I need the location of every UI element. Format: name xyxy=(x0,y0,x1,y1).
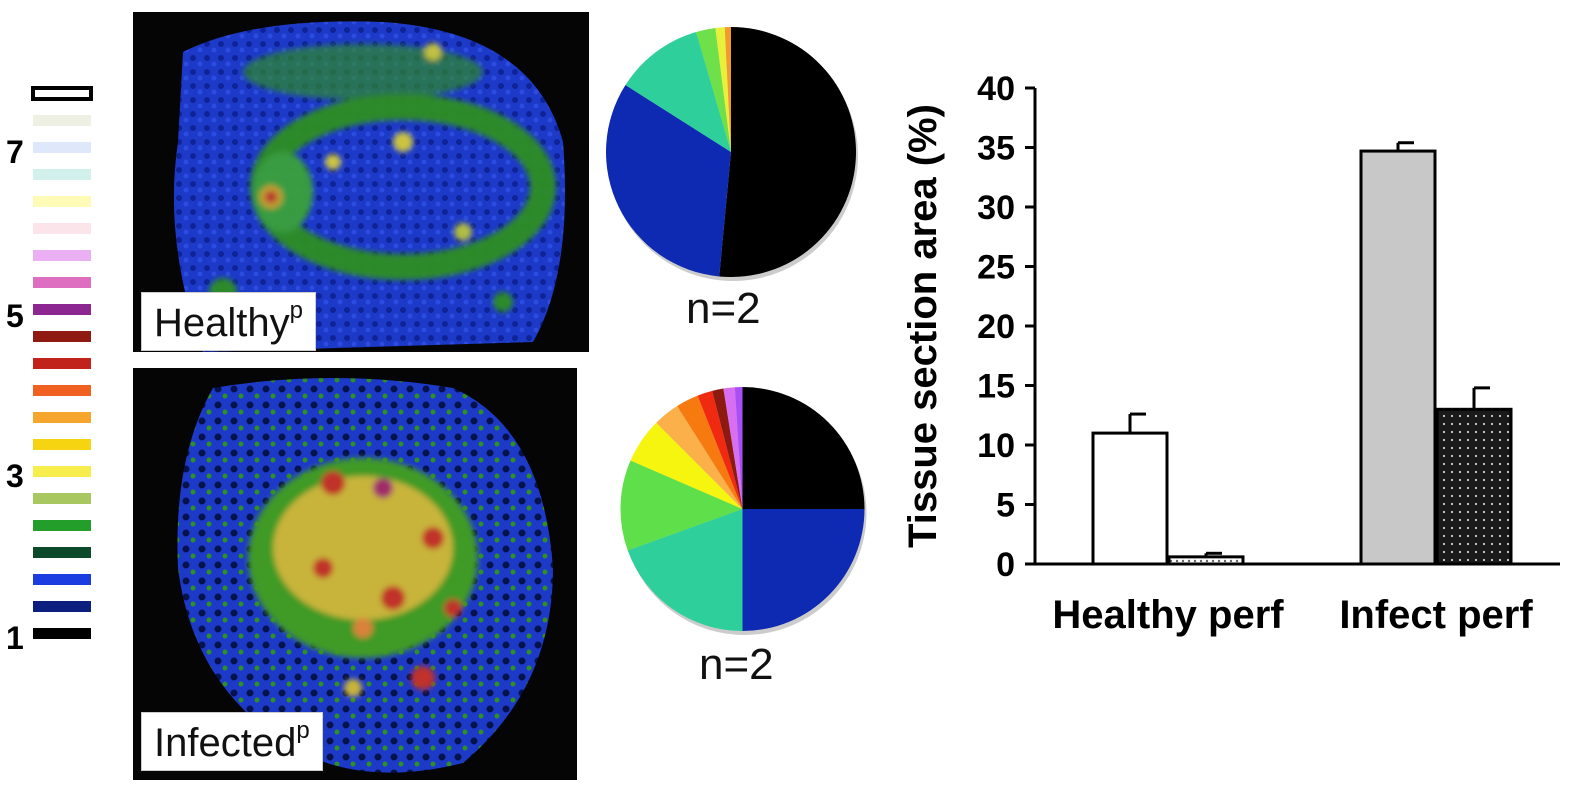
scale-label-1: 1 xyxy=(6,620,24,656)
scale-swatch xyxy=(33,358,91,369)
healthy-label-text: Healthy xyxy=(154,301,290,345)
pie-slice xyxy=(697,390,743,509)
scale-swatch xyxy=(33,196,91,207)
infected-heatmap-image xyxy=(133,368,577,780)
scale-swatch xyxy=(33,250,91,261)
scale-swatch xyxy=(33,520,91,531)
healthy-pie-n-label: n=2 xyxy=(686,284,761,333)
pie-slice xyxy=(734,387,743,509)
pie-slice xyxy=(605,85,731,277)
bar xyxy=(1435,407,1513,566)
y-axis-label: Tissue section area (%) xyxy=(901,104,945,548)
infected-label-superscript: p xyxy=(296,717,310,744)
scale-swatch xyxy=(33,412,91,423)
pie-slice xyxy=(677,395,743,509)
pie-slice xyxy=(656,405,743,509)
scale-swatch xyxy=(33,439,91,450)
scale-label-5: 5 xyxy=(6,298,24,334)
pie-slice xyxy=(742,387,865,509)
pie-slice xyxy=(715,27,731,152)
scale-label-7: 7 xyxy=(6,134,24,170)
healthy-panel-label: Healthyp xyxy=(141,292,316,351)
scale-swatch xyxy=(33,115,91,126)
pie-slice xyxy=(630,422,743,509)
pie-slice xyxy=(719,27,856,277)
pie-slice xyxy=(625,31,731,153)
scale-swatch xyxy=(33,601,91,612)
y-tick-label: 15 xyxy=(977,368,1015,406)
scale-swatch xyxy=(33,169,91,180)
y-tick-label: 5 xyxy=(996,487,1015,525)
y-tick-label: 40 xyxy=(977,70,1015,108)
y-tick-label: 25 xyxy=(977,249,1015,287)
infected-pie-chart xyxy=(620,387,867,635)
scale-swatch xyxy=(33,493,91,504)
y-tick-label: 10 xyxy=(977,427,1015,465)
scale-swatch xyxy=(33,574,91,585)
bar xyxy=(1091,431,1169,566)
healthy-label-superscript: p xyxy=(289,297,303,324)
x-category-label: Infect perf xyxy=(1339,593,1533,637)
healthy-pie-chart xyxy=(605,27,858,281)
infected-panel-label: Infectedp xyxy=(141,712,323,771)
infected-label-text: Infected xyxy=(154,721,297,765)
y-tick-label: 20 xyxy=(977,308,1015,346)
scale-swatch xyxy=(33,385,91,396)
x-category-label: Healthy perf xyxy=(1052,593,1284,637)
pie-slice xyxy=(742,509,865,631)
y-tick-label: 35 xyxy=(977,130,1015,168)
y-tick-label: 0 xyxy=(996,546,1015,584)
y-tick-label: 30 xyxy=(977,189,1015,227)
scale-swatch xyxy=(33,223,91,234)
pie-slice xyxy=(620,460,743,551)
scale-swatch xyxy=(33,628,91,639)
infected-pie-n-label: n=2 xyxy=(699,640,774,689)
pie-slice xyxy=(712,388,743,509)
scale-swatch xyxy=(33,142,91,153)
scale-swatch xyxy=(33,304,91,315)
scale-label-3: 3 xyxy=(6,458,24,494)
pie-slice xyxy=(696,27,731,152)
scale-swatch xyxy=(33,547,91,558)
color-scale-bar xyxy=(31,86,93,639)
bar-chart: 0 5 10 15 20 25 30 35 40 Tissue section area (%) H… xyxy=(901,70,1560,637)
pie-slice xyxy=(723,387,743,509)
scale-swatch xyxy=(31,86,93,101)
scale-swatch xyxy=(33,331,91,342)
scale-swatch xyxy=(33,466,91,477)
bar xyxy=(1167,555,1245,566)
bar xyxy=(1359,149,1437,566)
scale-swatch xyxy=(33,277,91,288)
pie-slice xyxy=(724,27,731,152)
pie-slice xyxy=(627,509,743,631)
